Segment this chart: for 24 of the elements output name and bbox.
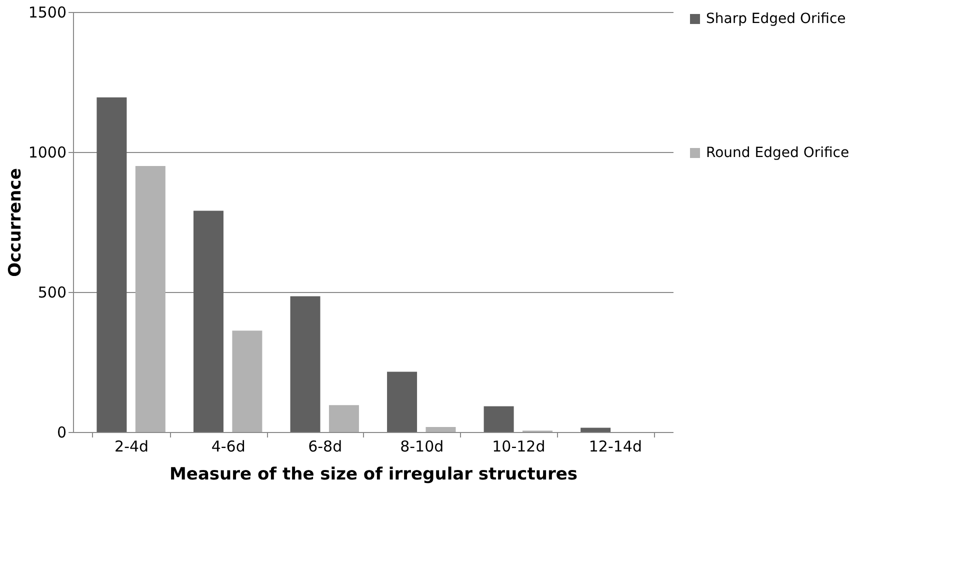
x-tick-label: 10-12d bbox=[492, 438, 546, 456]
legend-label: Round Edged Orifice bbox=[706, 145, 850, 161]
bar bbox=[580, 428, 611, 432]
y-tick-label: 1500 bbox=[28, 4, 66, 22]
bar bbox=[96, 97, 127, 432]
y-tick-label: 500 bbox=[38, 284, 66, 302]
bar bbox=[232, 330, 262, 432]
x-tick-label: 6-8d bbox=[308, 438, 342, 456]
bar bbox=[426, 426, 456, 432]
x-axis-title: Measure of the size of irregular structures bbox=[170, 464, 578, 484]
legend-label: Sharp Edged Orifice bbox=[706, 11, 846, 27]
y-tick-label: 1000 bbox=[28, 144, 66, 162]
bar bbox=[387, 372, 418, 432]
bar bbox=[135, 166, 166, 432]
x-tick-label: 4-6d bbox=[211, 438, 246, 456]
x-tick-label: 8-10d bbox=[400, 438, 444, 456]
bar bbox=[193, 210, 224, 432]
bar bbox=[290, 296, 320, 432]
y-tick-label: 0 bbox=[56, 424, 66, 442]
bar bbox=[484, 406, 514, 432]
x-tick-label: 12-14d bbox=[588, 438, 642, 456]
x-tick-label: 2-4d bbox=[114, 438, 149, 456]
y-axis-title: Occurrence bbox=[5, 168, 26, 277]
bar bbox=[328, 405, 359, 432]
